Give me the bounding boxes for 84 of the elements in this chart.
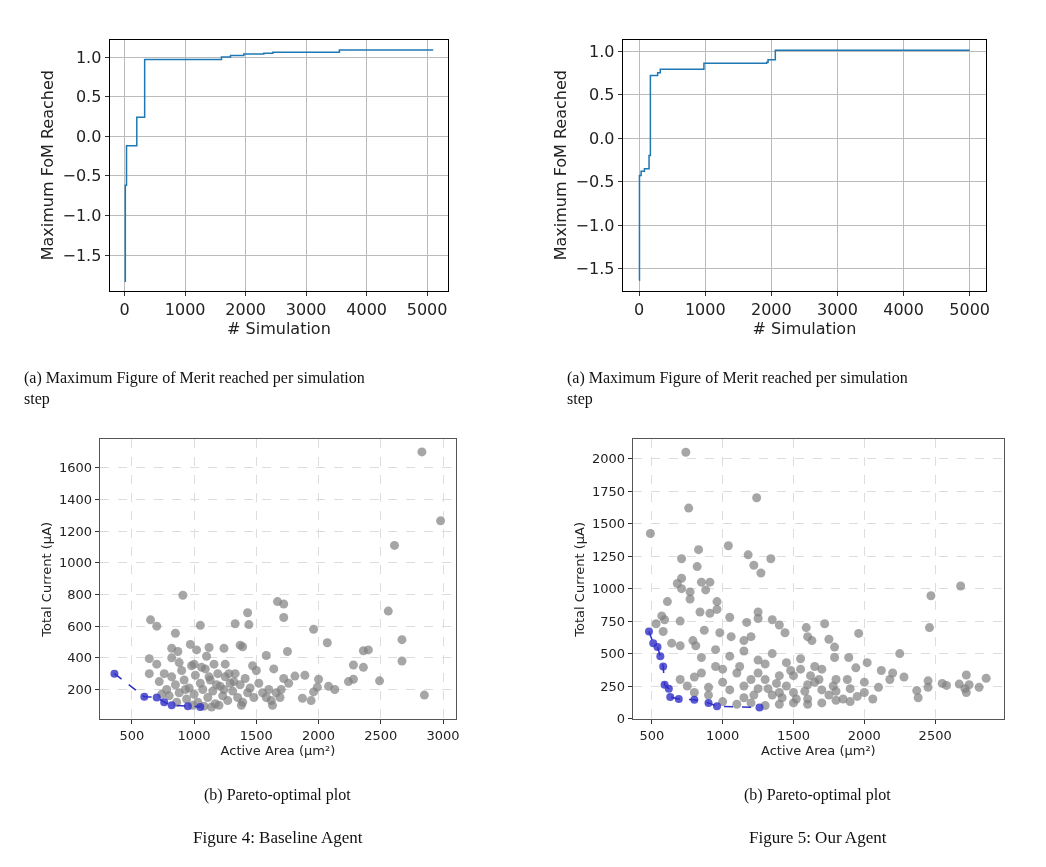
- y-tick-label: 500: [600, 646, 625, 662]
- text: (b) Pareto-optimal plot: [744, 786, 892, 804]
- point: [645, 627, 653, 636]
- y-tick-label: 1000: [591, 581, 625, 597]
- x-axis-title: # Simulation: [752, 318, 857, 338]
- y-tick-label: −1.0: [575, 215, 615, 235]
- y-tick-label: 750: [600, 613, 625, 629]
- point: [690, 695, 699, 704]
- y-tick-label: −1.5: [62, 245, 102, 265]
- y-tick-label: 200: [67, 682, 93, 698]
- x-tick-label: 0: [634, 299, 645, 319]
- point: [140, 692, 149, 701]
- x-tick-label: 3000: [817, 299, 858, 319]
- x-tick-label: 1000: [706, 727, 740, 743]
- text: (b) Pareto-optimal plot: [204, 786, 352, 804]
- point: [664, 684, 673, 693]
- y-tick-label: 800: [67, 587, 93, 603]
- point: [704, 698, 713, 707]
- x-tick-label: 2000: [847, 727, 881, 743]
- y-axis-title: Maximum FoM Reached: [38, 70, 58, 261]
- x-tick-label: 5000: [949, 299, 991, 319]
- y-tick-label: 1250: [591, 548, 625, 564]
- point: [674, 695, 683, 704]
- point: [659, 662, 668, 671]
- caption: Figure 4: Baseline Agent: [193, 828, 363, 847]
- x-tick-label: 1000: [684, 299, 726, 319]
- x-tick-label: 2500: [918, 727, 952, 743]
- point: [152, 693, 161, 702]
- y-tick-label: 0.5: [75, 87, 102, 107]
- x-tick-label: 1500: [776, 727, 811, 743]
- y-tick-label: −0.5: [575, 172, 615, 192]
- x-tick-label: 500: [119, 727, 145, 743]
- point: [666, 693, 675, 702]
- x-tick-label: 3000: [426, 727, 460, 743]
- text: (a) Maximum Figure of Merit reached per simulation step: [24, 369, 365, 408]
- point: [196, 702, 205, 711]
- y-tick-label: 0.0: [588, 128, 615, 148]
- y-axis-title: Total Current (µA): [571, 521, 587, 638]
- x-tick-label: 4000: [346, 299, 387, 319]
- point: [167, 701, 176, 710]
- y-tick-label: 1500: [591, 516, 625, 532]
- point: [653, 643, 662, 652]
- y-tick-label: 600: [67, 618, 93, 634]
- x-tick-label: 5000: [406, 299, 448, 319]
- x-tick-label: 1000: [164, 299, 206, 319]
- point: [713, 702, 721, 711]
- x-tick-label: 2000: [225, 299, 267, 319]
- x-tick-label: 1500: [239, 727, 273, 743]
- y-tick-label: −0.5: [62, 166, 102, 186]
- x-tick-label: 2000: [751, 299, 792, 319]
- x-axis-title: Active Area (µm²): [220, 742, 336, 758]
- text: (a) Maximum Figure of Merit reached per simulation step: [567, 369, 908, 408]
- y-tick-label: −1.5: [575, 259, 615, 279]
- x-axis-title: Active Area (µm²): [761, 742, 876, 758]
- y-tick-label: 0.5: [588, 85, 615, 105]
- y-tick-label: 1.0: [588, 41, 615, 61]
- x-tick-label: 4000: [883, 299, 924, 319]
- x-tick-label: 1000: [177, 727, 211, 743]
- y-tick-label: 1600: [58, 460, 93, 476]
- y-tick-label: 1400: [58, 492, 93, 507]
- x-tick-label: 3000: [285, 299, 327, 319]
- y-tick-label: 0: [616, 711, 625, 727]
- y-tick-label: 1.0: [75, 47, 102, 67]
- x-tick-label: 2500: [364, 727, 398, 743]
- point: [183, 702, 192, 711]
- y-axis-title: Total Current (µA): [38, 521, 54, 638]
- y-axis-title: Maximum FoM Reached: [551, 70, 571, 261]
- point: [656, 652, 665, 661]
- y-tick-label: 250: [600, 678, 625, 694]
- caption: Figure 5: Our Agent: [749, 828, 887, 847]
- point: [160, 698, 169, 707]
- y-tick-label: −1.0: [62, 206, 102, 226]
- x-tick-label: 2000: [302, 727, 336, 743]
- y-tick-label: 1000: [58, 555, 93, 571]
- y-tick-label: 2000: [591, 451, 625, 467]
- x-axis-title: # Simulation: [227, 318, 331, 338]
- point: [755, 703, 764, 712]
- y-tick-label: 0.0: [75, 126, 102, 146]
- y-tick-label: 1200: [58, 523, 93, 539]
- x-tick-label: 500: [639, 727, 665, 743]
- y-tick-label: 400: [67, 650, 93, 666]
- x-tick-label: 0: [119, 299, 130, 319]
- y-tick-label: 1750: [591, 483, 625, 499]
- point: [110, 669, 119, 678]
